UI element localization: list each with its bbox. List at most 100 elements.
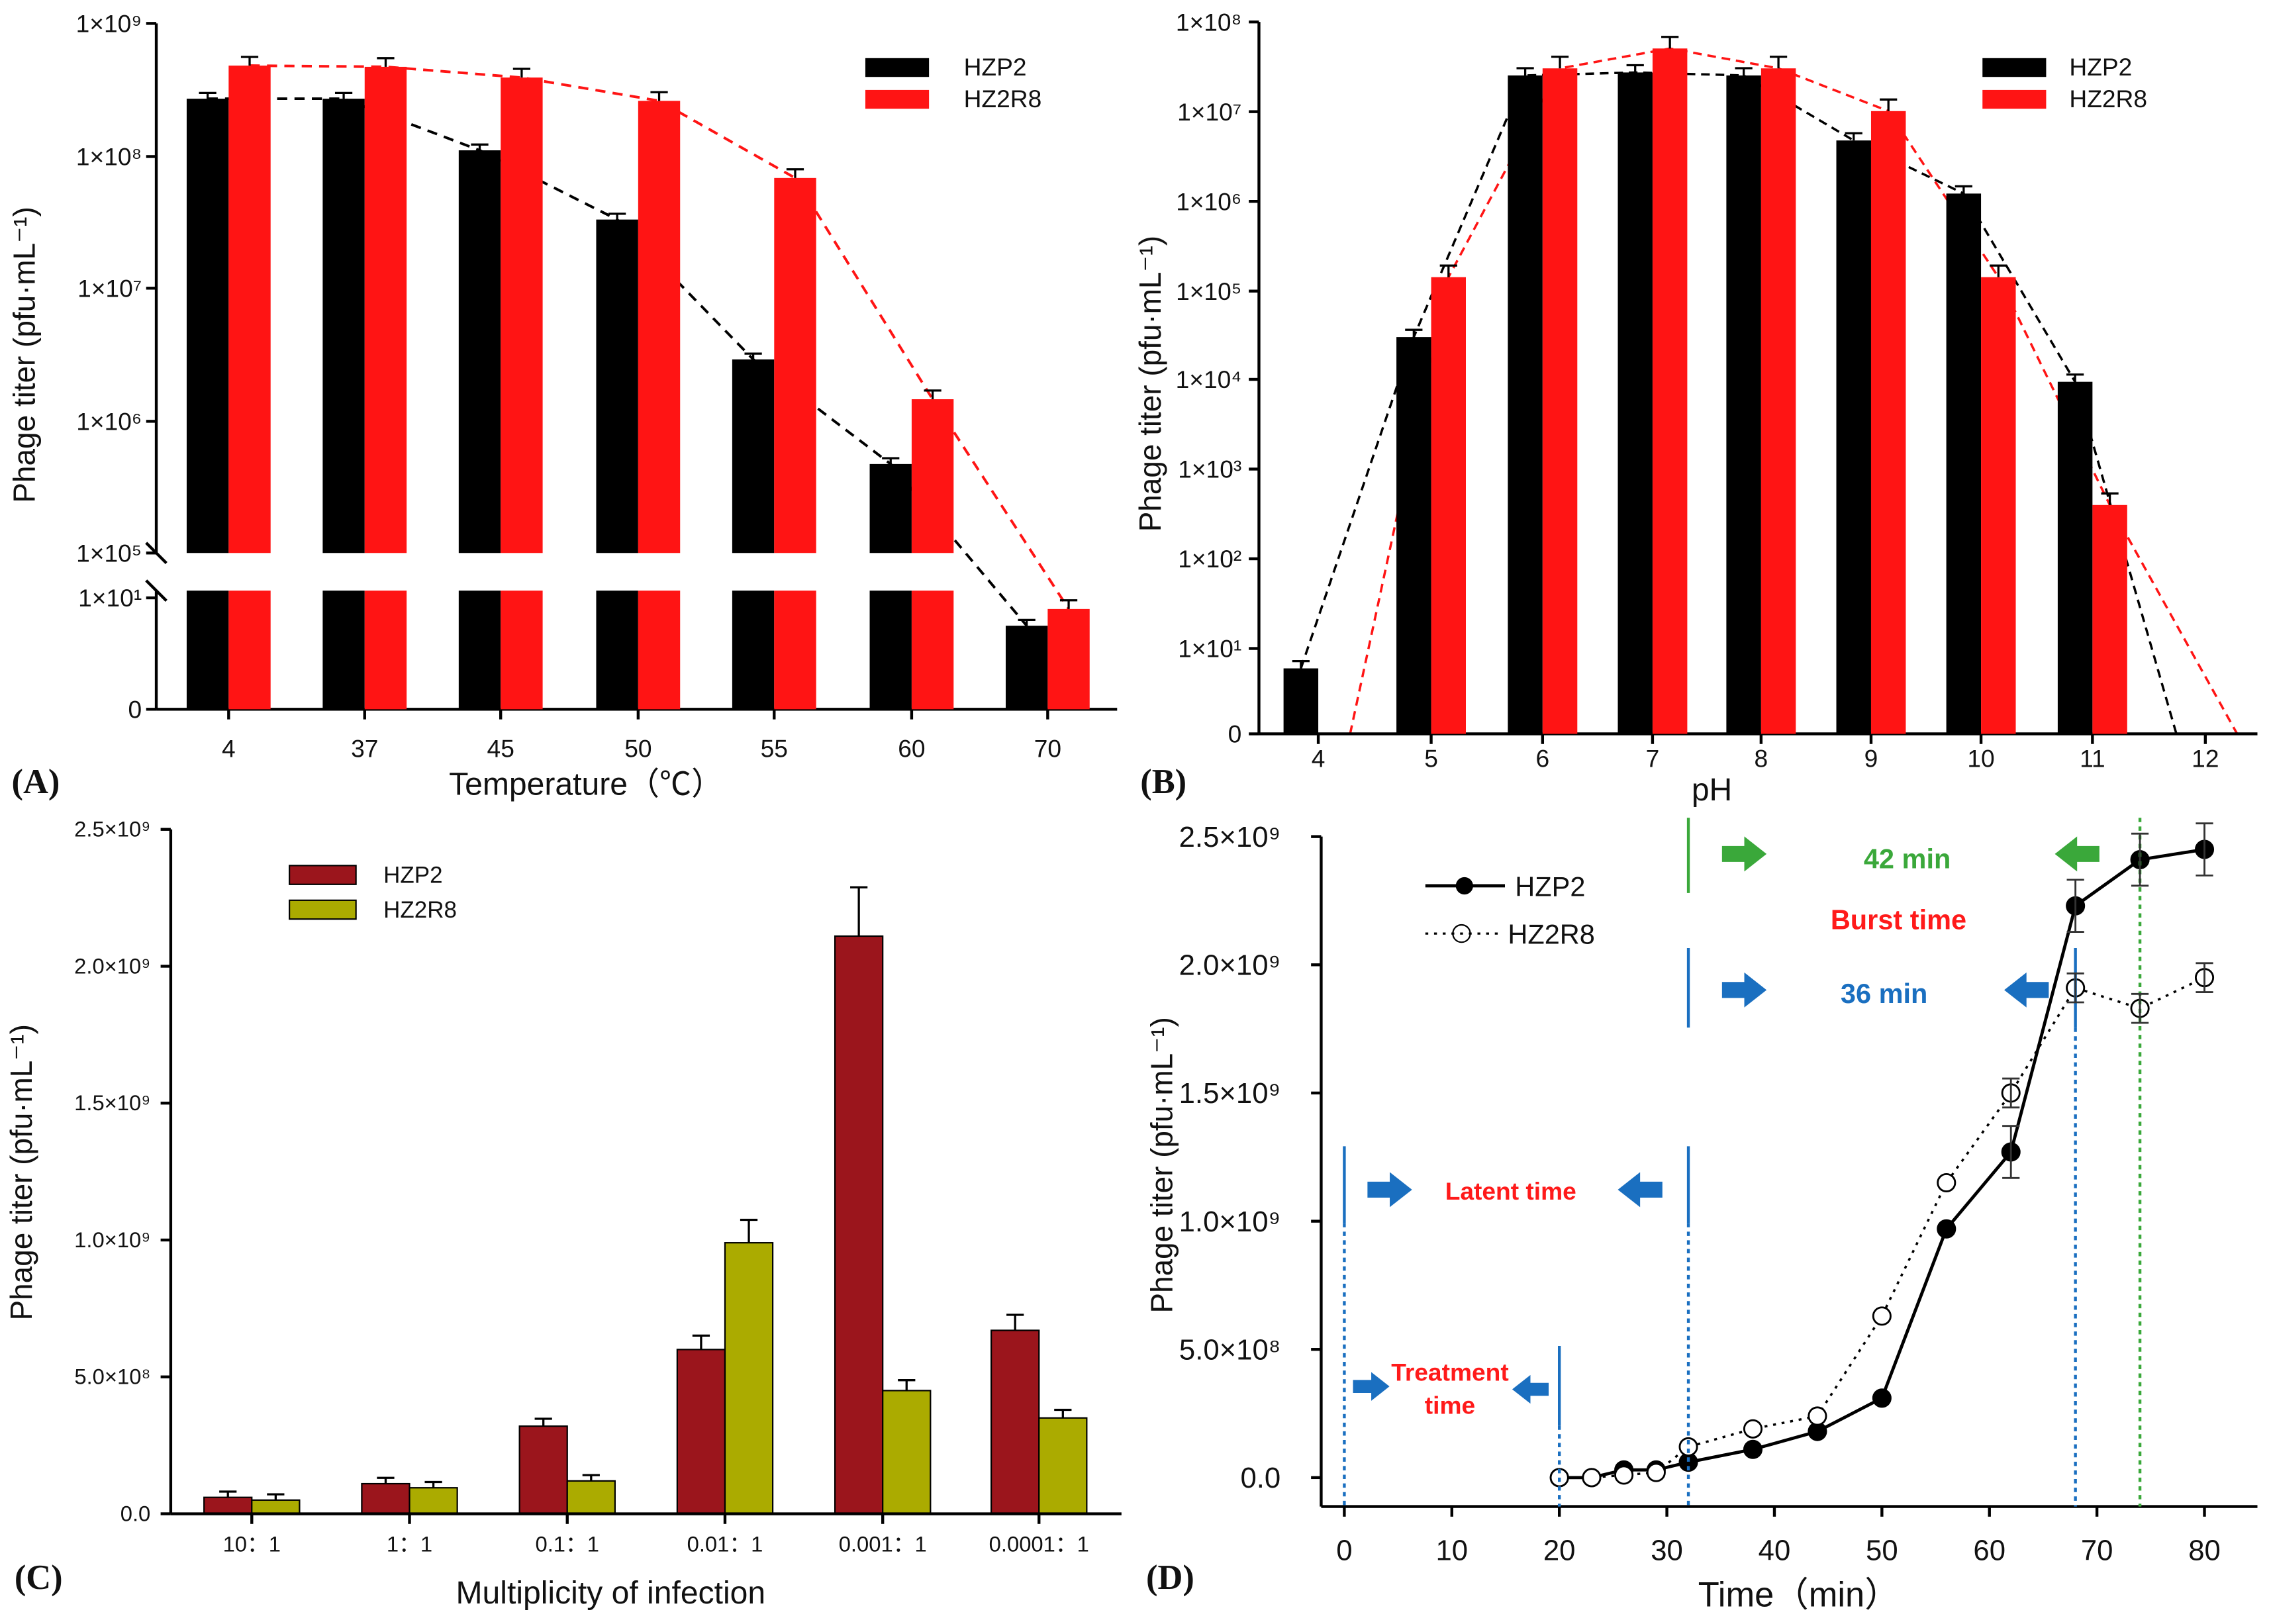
y-tick-label: 1×10⁸	[1176, 8, 1241, 36]
y-tick-label: 1×10⁴	[1176, 365, 1242, 393]
point-hz2r8	[1678, 1437, 1698, 1457]
y-tick-label: 1.5×10⁹	[74, 1090, 150, 1115]
panel-c	[203, 865, 1088, 1515]
legend-swatch-hz2r8	[865, 89, 930, 109]
x-tick-label: 10：1	[223, 1531, 281, 1556]
x-tick-label: 0	[1336, 1534, 1352, 1566]
x-tick-label: 45	[487, 734, 514, 762]
x-tick-label: 40	[1759, 1534, 1791, 1566]
x-tick-label: 4	[1312, 745, 1326, 773]
y-tick-label: 1.5×10⁹	[1179, 1077, 1281, 1110]
bar-hz2r8	[1870, 111, 1906, 734]
bar-hzp2	[869, 591, 912, 710]
bar-hzp2	[596, 219, 638, 553]
bar-hz2r8	[774, 591, 816, 710]
legend-label: HZP2	[2069, 53, 2132, 81]
y-tick-label: 1×10⁵	[1176, 277, 1241, 305]
bar-hzp2	[676, 1349, 726, 1515]
legend-swatch-hzp2	[865, 58, 930, 77]
x-axis-label: Time（min）	[1698, 1576, 1900, 1614]
bar-hz2r8	[774, 177, 816, 553]
bar-hz2r8	[911, 591, 954, 710]
x-tick-label: 10	[1435, 1534, 1468, 1566]
x-tick-label: 0.1：1	[535, 1531, 599, 1556]
x-axis-label: Temperature（℃）	[449, 766, 723, 802]
y-axis-label: Phage titer (pfu·mL⁻¹)	[7, 207, 41, 502]
arrow-left-icon	[1617, 1172, 1663, 1208]
panel-label: (B)	[1140, 763, 1186, 801]
bar-hzp2	[186, 591, 229, 710]
bar-hzp2	[1617, 72, 1653, 734]
bar-hz2r8	[566, 1480, 616, 1515]
arrow-left-icon	[2004, 972, 2049, 1008]
x-tick-label: 7	[1646, 745, 1660, 773]
y-tick-label: 1×10⁷	[1177, 98, 1241, 126]
bar-hzp2	[732, 359, 775, 553]
x-tick-label: 37	[351, 734, 378, 762]
x-tick-label: 4	[222, 734, 236, 762]
bar-hzp2	[1946, 193, 1982, 734]
bar-hz2r8	[724, 1242, 774, 1515]
bar-hzp2	[322, 591, 365, 710]
bar-hzp2	[1508, 75, 1543, 734]
y-tick-label: 1×10³	[1178, 455, 1241, 483]
bar-hz2r8	[409, 1487, 458, 1515]
bar-hzp2	[203, 1496, 253, 1515]
bar-hzp2	[596, 591, 638, 710]
bar-hzp2	[518, 1425, 568, 1515]
bar-hz2r8	[1761, 68, 1796, 734]
y-tick-label: 2.0×10⁹	[74, 953, 150, 978]
bar-hz2r8	[1038, 1417, 1088, 1515]
bar-hz2r8	[911, 399, 954, 553]
y-tick-label: 1.0×10⁹	[74, 1227, 150, 1252]
panel-label: (A)	[11, 763, 60, 801]
point-hz2r8	[1614, 1465, 1634, 1485]
y-tick-label: 5.0×10⁸	[1179, 1334, 1280, 1366]
panel-d	[1353, 836, 2215, 1488]
bar-hzp2	[186, 99, 229, 553]
y-tick-label: 1×10¹	[1178, 635, 1241, 663]
bar-hzp2	[2057, 381, 2093, 734]
x-tick-label: 0.01：1	[687, 1531, 763, 1556]
bar-hzp2	[732, 591, 775, 710]
y-tick-label: 2.5×10⁹	[1179, 821, 1281, 853]
legend-label: HZ2R8	[1508, 918, 1595, 949]
x-tick-label: 6	[1536, 745, 1550, 773]
bar-hz2r8	[882, 1390, 932, 1515]
annotation-treatment-time: time	[1425, 1392, 1475, 1419]
x-tick-label: 20	[1543, 1534, 1576, 1566]
x-tick-label: 70	[2081, 1534, 2113, 1566]
x-tick-label: 60	[898, 734, 925, 762]
x-tick-label: 11	[2080, 745, 2105, 773]
bar-hzp2	[458, 150, 501, 553]
arrow-left-icon	[2054, 836, 2100, 872]
point-hz2r8	[1743, 1419, 1763, 1439]
point-hzp2	[1937, 1219, 1956, 1239]
bar-hzp2	[322, 99, 365, 553]
y-tick-label: 0	[1228, 720, 1242, 748]
point-hz2r8	[1646, 1462, 1666, 1482]
y-axis-label: Phage titer (pfu·mL⁻¹)	[1133, 236, 1167, 532]
bar-hz2r8	[1542, 68, 1578, 734]
y-tick-label: 1.0×10⁹	[1179, 1206, 1281, 1238]
annotation-treatment-time: Treatment	[1391, 1358, 1509, 1386]
x-tick-label: 50	[624, 734, 652, 762]
bar-hz2r8	[251, 1499, 301, 1515]
x-tick-label: 55	[761, 734, 788, 762]
x-axis-label: Multiplicity of infection	[456, 1575, 766, 1611]
x-tick-label: 0.001：1	[839, 1531, 927, 1556]
bar-hz2r8	[2092, 504, 2127, 734]
y-tick-label: 2.0×10⁹	[1179, 949, 1281, 982]
point-hz2r8	[1582, 1468, 1602, 1488]
point-hz2r8	[1808, 1406, 1827, 1426]
panel-label: (C)	[15, 1558, 63, 1597]
bar-hz2r8	[1652, 48, 1688, 734]
y-tick-label: 1×10¹	[78, 584, 142, 612]
arrow-right-icon	[1353, 1372, 1390, 1401]
y-tick-label: 1×10⁹	[76, 9, 142, 37]
y-tick-label: 1×10⁸	[76, 143, 142, 171]
legend-swatch-hz2r8	[1982, 89, 2047, 109]
y-tick-label: 0.0	[1240, 1462, 1280, 1494]
y-tick-label: 1×10⁷	[77, 274, 142, 302]
